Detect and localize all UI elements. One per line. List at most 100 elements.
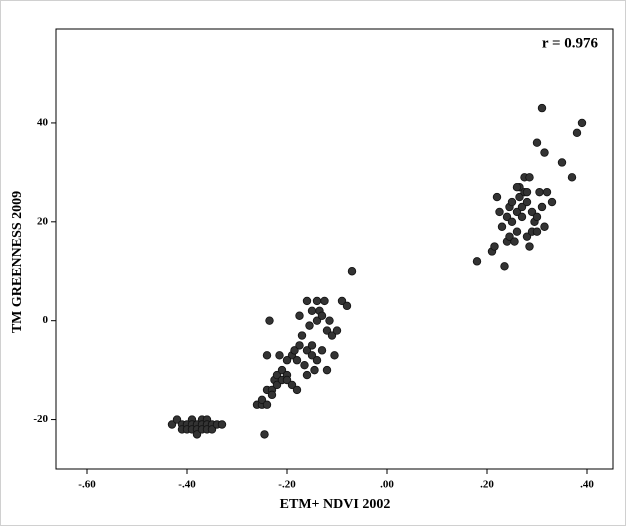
point <box>300 360 309 370</box>
point <box>492 192 502 202</box>
x-tick-label: -.60 <box>78 479 96 491</box>
y-tick-label: 0 <box>43 314 49 326</box>
x-tick-label: -.40 <box>178 479 196 491</box>
point <box>337 296 347 306</box>
point <box>532 138 542 147</box>
point <box>272 370 282 380</box>
point <box>497 222 507 231</box>
point <box>260 430 269 439</box>
point <box>347 267 357 276</box>
point <box>312 296 322 306</box>
point <box>542 187 552 197</box>
point <box>292 356 302 365</box>
point <box>282 375 292 385</box>
point <box>310 365 319 375</box>
point <box>490 242 499 251</box>
point <box>317 311 327 320</box>
point <box>295 311 304 320</box>
point <box>325 316 334 325</box>
point <box>540 222 549 231</box>
point <box>540 148 549 157</box>
point <box>500 262 509 271</box>
point <box>267 390 277 400</box>
x-axis-title: ETM+ NDVI 2002 <box>280 497 391 512</box>
point <box>262 400 272 409</box>
point <box>517 212 527 222</box>
point <box>472 257 482 266</box>
point <box>495 207 504 217</box>
y-tick-label: 20 <box>37 215 49 227</box>
point <box>537 202 547 212</box>
x-tick-label: -.20 <box>278 479 296 491</box>
point <box>322 326 332 335</box>
point <box>525 242 534 251</box>
point <box>320 296 329 306</box>
point <box>295 341 304 350</box>
point <box>527 207 537 217</box>
point <box>167 420 177 429</box>
point <box>342 301 352 311</box>
point <box>512 183 522 192</box>
y-tick-label: 40 <box>37 116 49 128</box>
point <box>312 316 322 325</box>
point <box>505 232 514 241</box>
point <box>510 237 519 246</box>
point <box>302 346 312 355</box>
point <box>307 341 317 350</box>
point <box>502 212 512 222</box>
point <box>292 385 302 395</box>
point <box>512 227 522 236</box>
point <box>305 321 314 330</box>
point <box>307 306 317 315</box>
point <box>327 331 337 340</box>
point <box>537 103 547 113</box>
point <box>517 202 527 212</box>
y-tick-label: -20 <box>33 413 48 425</box>
point <box>547 197 557 207</box>
point <box>290 346 299 355</box>
point <box>532 227 542 236</box>
point <box>282 356 292 365</box>
point <box>277 365 287 375</box>
point <box>567 173 577 182</box>
point <box>572 128 582 138</box>
point <box>302 370 312 380</box>
point <box>265 316 274 325</box>
point <box>287 380 297 390</box>
point <box>217 420 227 429</box>
annotation: r = 0.976 <box>542 35 599 51</box>
point <box>557 158 567 167</box>
point <box>312 356 322 365</box>
point <box>525 173 534 182</box>
point <box>512 207 522 217</box>
point <box>272 380 282 390</box>
point <box>307 351 317 360</box>
point <box>532 212 542 222</box>
point <box>302 296 312 306</box>
point <box>522 197 532 207</box>
point <box>522 232 532 241</box>
x-tick-label: .40 <box>580 479 594 491</box>
point <box>507 197 517 207</box>
point <box>262 351 272 360</box>
point <box>297 331 307 340</box>
point <box>257 395 267 404</box>
point <box>192 430 202 439</box>
point <box>330 351 339 360</box>
plot-frame <box>55 28 614 470</box>
point <box>275 351 284 360</box>
point <box>332 326 342 335</box>
point <box>577 118 587 128</box>
point <box>515 192 524 202</box>
x-tick-label: .00 <box>380 479 394 491</box>
point <box>535 187 544 197</box>
point <box>317 346 327 355</box>
point <box>522 187 532 197</box>
point <box>507 217 517 227</box>
point <box>322 365 332 375</box>
x-tick-label: .20 <box>480 479 494 491</box>
point <box>207 425 217 434</box>
point <box>172 415 182 424</box>
y-axis-title: TM GREENNESS 2009 <box>10 191 25 333</box>
